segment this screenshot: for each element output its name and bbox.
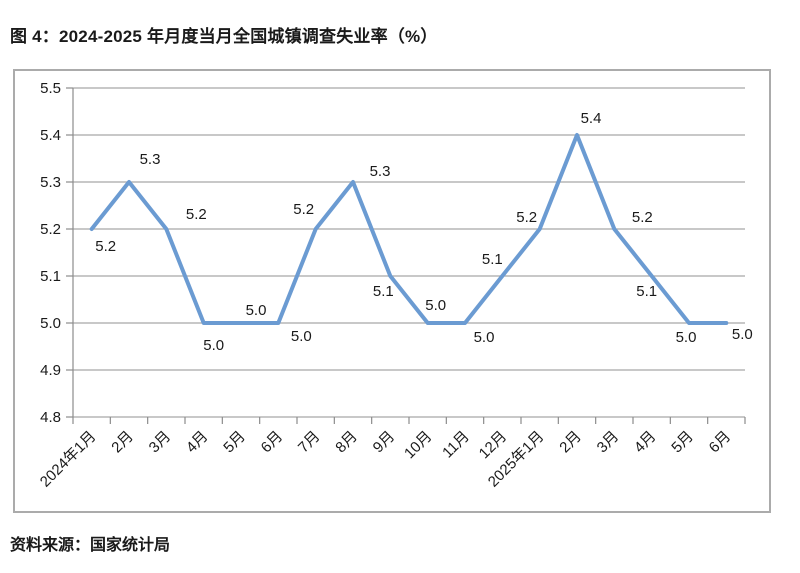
x-axis-label: 2月 — [108, 428, 137, 457]
data-label: 5.2 — [293, 201, 314, 218]
x-axis-label: 7月 — [295, 428, 324, 457]
data-label: 5.0 — [474, 329, 495, 346]
data-label: 5.4 — [581, 110, 602, 127]
unemployment-line-chart: 5.5 5.4 5.3 5.2 5.1 5.0 4.9 4.8 2024年1月 2月 3月 4月 5月 6… — [37, 80, 753, 491]
data-label: 5.3 — [370, 163, 391, 180]
data-label: 5.2 — [186, 206, 207, 223]
data-label: 5.0 — [425, 297, 446, 314]
y-axis-label: 5.3 — [40, 174, 61, 191]
data-label: 5.1 — [373, 283, 394, 300]
x-axis-label: 5月 — [668, 428, 697, 457]
chart-container: 5.5 5.4 5.3 5.2 5.1 5.0 4.9 4.8 2024年1月 2月 3月 4月 5月 6… — [13, 69, 771, 513]
data-label: 5.0 — [246, 302, 267, 319]
y-axis-label: 5.2 — [40, 221, 61, 238]
x-axis-label: 8月 — [332, 428, 361, 457]
unemployment-rate-line — [89, 133, 729, 325]
data-label: 5.2 — [632, 209, 653, 226]
x-axis-label: 4月 — [631, 428, 660, 457]
y-axis-label: 4.9 — [40, 362, 61, 379]
x-axis-label: 6月 — [706, 428, 735, 457]
y-axis-label: 5.4 — [40, 127, 61, 144]
y-axis-label: 4.8 — [40, 409, 61, 426]
y-axis-label: 5.5 — [40, 80, 61, 97]
data-label: 5.0 — [291, 328, 312, 345]
data-label: 5.1 — [482, 251, 503, 268]
data-label: 5.0 — [732, 326, 753, 343]
data-label: 5.3 — [140, 151, 161, 168]
data-label: 5.2 — [516, 209, 537, 226]
x-axis-label: 11月 — [439, 428, 473, 462]
y-axis-label: 5.0 — [40, 315, 61, 332]
source-note: 资料来源：国家统计局 — [10, 537, 171, 554]
x-axis-label: 6月 — [258, 428, 287, 457]
x-axis-label: 4月 — [183, 428, 212, 457]
x-axis-label: 3月 — [594, 428, 623, 457]
x-axis-label: 9月 — [370, 428, 399, 457]
x-axis-label: 2月 — [556, 428, 585, 457]
figure-title: 图 4：2024-2025 年月度当月全国城镇调查失业率（%） — [10, 27, 438, 46]
x-axis-label: 3月 — [146, 428, 175, 457]
y-axis-label: 5.1 — [40, 268, 61, 285]
x-axis-label: 10月 — [401, 428, 435, 462]
data-label: 5.2 — [95, 238, 116, 255]
data-label: 5.1 — [636, 283, 657, 300]
data-label: 5.0 — [203, 337, 224, 354]
data-label: 5.0 — [676, 329, 697, 346]
x-axis-label: 5月 — [220, 428, 249, 457]
x-axis-label: 2024年1月 — [37, 428, 100, 491]
